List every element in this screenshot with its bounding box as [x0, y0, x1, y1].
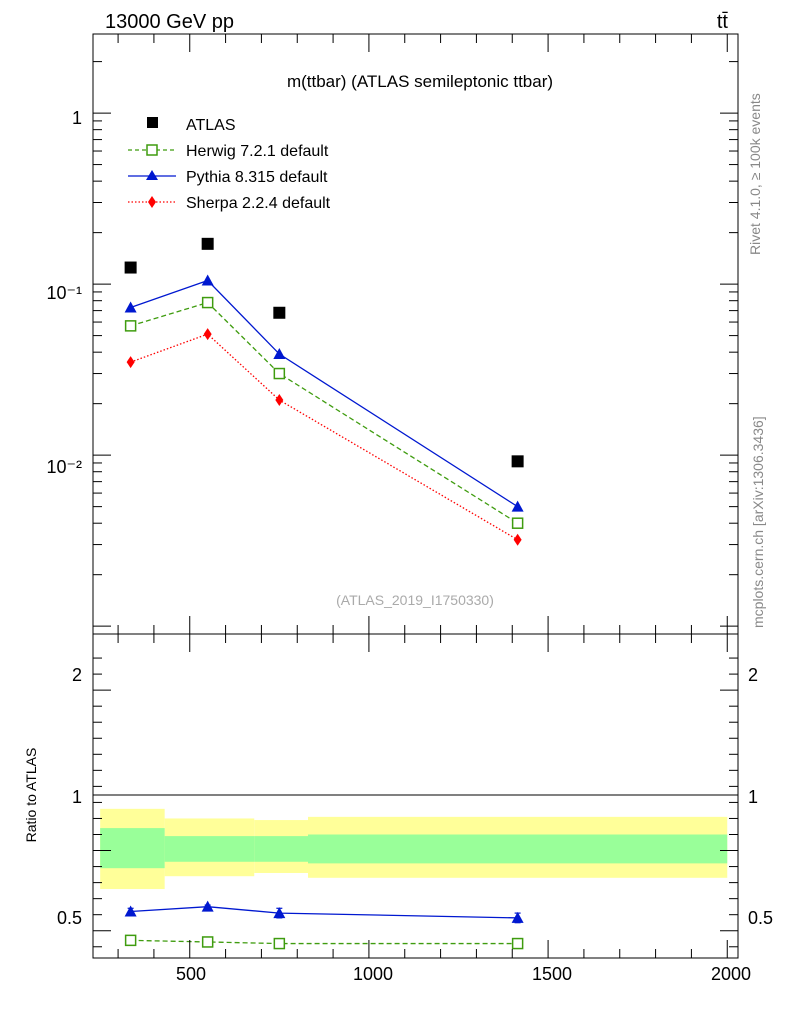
atlas-point: [511, 455, 524, 468]
pythia-point: [201, 274, 214, 286]
main-panel: m(ttbar) (ATLAS semileptonic ttbar) (ATL…: [46, 33, 739, 635]
pythia-ratio-line: [130, 906, 518, 919]
xtick-label-2000: 2000: [711, 964, 751, 984]
ratio-series: [124, 900, 524, 950]
legend-herwig-label: Herwig 7.2.1 default: [186, 143, 329, 160]
sherpa-line: [130, 333, 518, 541]
ratio-bands: [100, 808, 728, 890]
ratio-ylabel: Ratio to ATLAS: [23, 748, 39, 843]
main-ytick-label-1: 1: [72, 108, 82, 128]
ratio-ytick-label-2-right: 2: [748, 665, 758, 685]
main-ytick-label-0.1: 10⁻¹: [46, 283, 82, 303]
herwig-point: [511, 517, 524, 529]
pythia-point: [124, 301, 137, 313]
ratio-ytick-label-1-right: 1: [748, 787, 758, 807]
ratio-frame: [92, 633, 739, 959]
legend: ATLAS Herwig 7.2.1 default Pythia 8.315 …: [128, 117, 331, 212]
herwig-point: [273, 367, 286, 380]
pythia-point: [273, 348, 286, 360]
legend-herwig-marker: [146, 144, 158, 156]
xtick-label-1500: 1500: [532, 964, 572, 984]
pythia-line: [130, 279, 518, 508]
xtick-label-500: 500: [176, 964, 206, 984]
ratio-band-stat: [308, 834, 728, 864]
sherpa-point: [126, 356, 135, 369]
herwig-ratio-point: [273, 937, 286, 950]
herwig-ratio-point: [201, 936, 214, 948]
pythia-ratio-point: [273, 907, 286, 919]
herwig-point: [201, 296, 214, 309]
ratio-band-stat: [100, 828, 165, 869]
ratio-ytick-label-1-left: 1: [72, 787, 82, 807]
mcplots-label: mcplots.cern.ch [arXiv:1306.3436]: [750, 416, 766, 628]
analysis-id: (ATLAS_2019_I1750330): [336, 592, 494, 608]
energy-label: 13000 GeV pp: [105, 11, 234, 33]
ratio-ticks: [93, 634, 738, 958]
herwig-ratio-line: [130, 939, 518, 945]
atlas-point: [201, 237, 214, 250]
sherpa-point: [275, 394, 284, 407]
rivet-version-label: Rivet 4.1.0, ≥ 100k events: [747, 93, 763, 255]
atlas-point: [273, 306, 286, 319]
legend-atlas-label: ATLAS: [186, 117, 236, 134]
legend-sherpa-label: Sherpa 2.2.4 default: [186, 195, 331, 212]
pythia-point: [511, 500, 524, 512]
legend-pythia-marker: [146, 170, 158, 180]
pythia-ratio-point: [511, 911, 524, 923]
main-title: m(ttbar) (ATLAS semileptonic ttbar): [287, 72, 553, 91]
herwig-ratio-point: [511, 937, 524, 950]
xtick-label-1000: 1000: [353, 964, 393, 984]
sherpa-point: [513, 533, 522, 546]
pythia-ratio-point: [124, 905, 137, 917]
main-series: [124, 237, 524, 546]
pythia-ratio-point: [201, 900, 214, 912]
herwig-point: [124, 320, 137, 332]
atlas-point: [124, 261, 137, 274]
main-ytick-label-0.01: 10⁻²: [46, 457, 82, 477]
legend-sherpa-marker: [148, 196, 156, 208]
legend-pythia-label: Pythia 8.315 default: [186, 169, 328, 186]
herwig-ratio-point: [124, 934, 137, 947]
ratio-band-stat: [164, 836, 255, 862]
legend-atlas-marker: [147, 117, 158, 128]
ratio-panel: 2 1 0.5 2 1 0.5 500 1000 1500 2000 Ratio…: [23, 633, 773, 984]
process-label: tt̄: [717, 11, 729, 33]
ratio-ytick-label-0.5-left: 0.5: [57, 908, 82, 928]
main-ticks: [93, 34, 738, 635]
sherpa-point: [203, 328, 212, 341]
ratio-ytick-label-2-left: 2: [72, 665, 82, 685]
ratio-band-stat: [254, 836, 308, 862]
ratio-ytick-label-0.5-right: 0.5: [748, 908, 773, 928]
herwig-line: [130, 301, 518, 524]
